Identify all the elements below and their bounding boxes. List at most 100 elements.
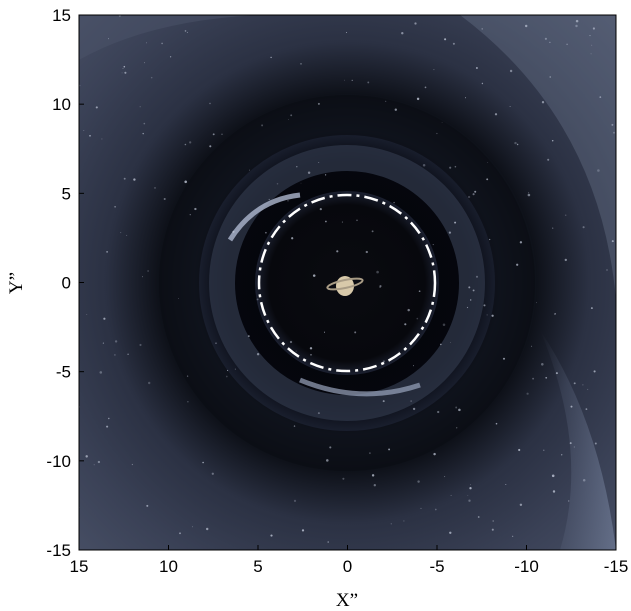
star: [417, 480, 420, 483]
star: [418, 290, 421, 293]
star: [256, 298, 259, 301]
star: [444, 476, 446, 478]
star: [582, 384, 584, 386]
star: [371, 230, 374, 233]
star: [512, 535, 514, 537]
star: [143, 122, 146, 125]
star: [422, 163, 426, 167]
star: [131, 463, 134, 466]
star: [234, 368, 236, 370]
star: [127, 353, 129, 356]
star: [407, 308, 410, 312]
star: [449, 531, 452, 534]
star: [169, 56, 172, 58]
star: [390, 523, 392, 525]
star: [413, 365, 414, 367]
star: [385, 100, 387, 102]
planet-image: [326, 276, 364, 296]
star: [371, 474, 375, 477]
star: [541, 363, 544, 366]
star: [450, 494, 452, 496]
star: [564, 258, 567, 262]
star: [317, 102, 320, 105]
star: [179, 532, 181, 535]
star: [486, 314, 488, 316]
star: [569, 442, 572, 445]
star: [276, 182, 279, 185]
star: [541, 101, 545, 104]
star: [561, 454, 563, 456]
star: [232, 230, 235, 233]
star: [449, 166, 452, 169]
y-tick-label: -5: [56, 363, 71, 382]
star: [351, 79, 353, 81]
star: [474, 190, 477, 193]
star: [491, 528, 494, 531]
star: [341, 221, 343, 223]
star: [458, 408, 461, 412]
star: [495, 422, 498, 425]
star: [483, 304, 486, 307]
star: [354, 331, 357, 334]
star: [544, 37, 547, 40]
star: [566, 43, 568, 46]
x-tick-label: 0: [343, 557, 352, 576]
star: [524, 24, 528, 28]
star: [225, 375, 228, 378]
star: [450, 341, 451, 343]
star: [528, 192, 530, 194]
star: [564, 214, 567, 216]
star: [146, 42, 147, 44]
star: [416, 97, 420, 101]
star: [184, 30, 187, 32]
star: [103, 317, 106, 320]
star: [192, 526, 193, 528]
star: [101, 138, 103, 140]
star: [468, 286, 471, 289]
star: [379, 285, 382, 288]
star: [527, 193, 531, 197]
star: [215, 342, 217, 344]
star: [83, 129, 85, 131]
x-axis-label: X”: [336, 590, 358, 611]
star: [326, 459, 329, 462]
star: [202, 461, 204, 464]
star: [317, 412, 320, 415]
star: [613, 131, 615, 134]
star: [575, 19, 579, 23]
star: [582, 226, 585, 229]
star: [575, 24, 578, 28]
star: [532, 377, 535, 380]
star: [492, 520, 495, 522]
star: [388, 448, 391, 451]
star: [469, 487, 472, 490]
star: [288, 119, 290, 121]
star: [472, 193, 475, 196]
star: [290, 114, 293, 117]
star: [414, 22, 417, 25]
y-tick-label: -10: [46, 452, 71, 471]
star: [589, 35, 591, 37]
star: [393, 201, 395, 204]
star: [573, 446, 575, 448]
star: [594, 442, 597, 445]
star: [186, 375, 189, 377]
star: [85, 455, 88, 458]
star: [551, 474, 555, 478]
star: [227, 369, 229, 371]
star: [161, 42, 163, 45]
star: [178, 298, 179, 299]
star: [599, 96, 602, 98]
star: [436, 132, 438, 135]
star: [509, 106, 511, 108]
star: [296, 165, 298, 168]
star: [433, 69, 435, 71]
star: [491, 314, 494, 317]
star: [293, 499, 297, 503]
star: [86, 314, 88, 315]
star: [365, 250, 368, 254]
star: [163, 197, 166, 201]
star: [486, 178, 489, 181]
star: [325, 220, 327, 223]
